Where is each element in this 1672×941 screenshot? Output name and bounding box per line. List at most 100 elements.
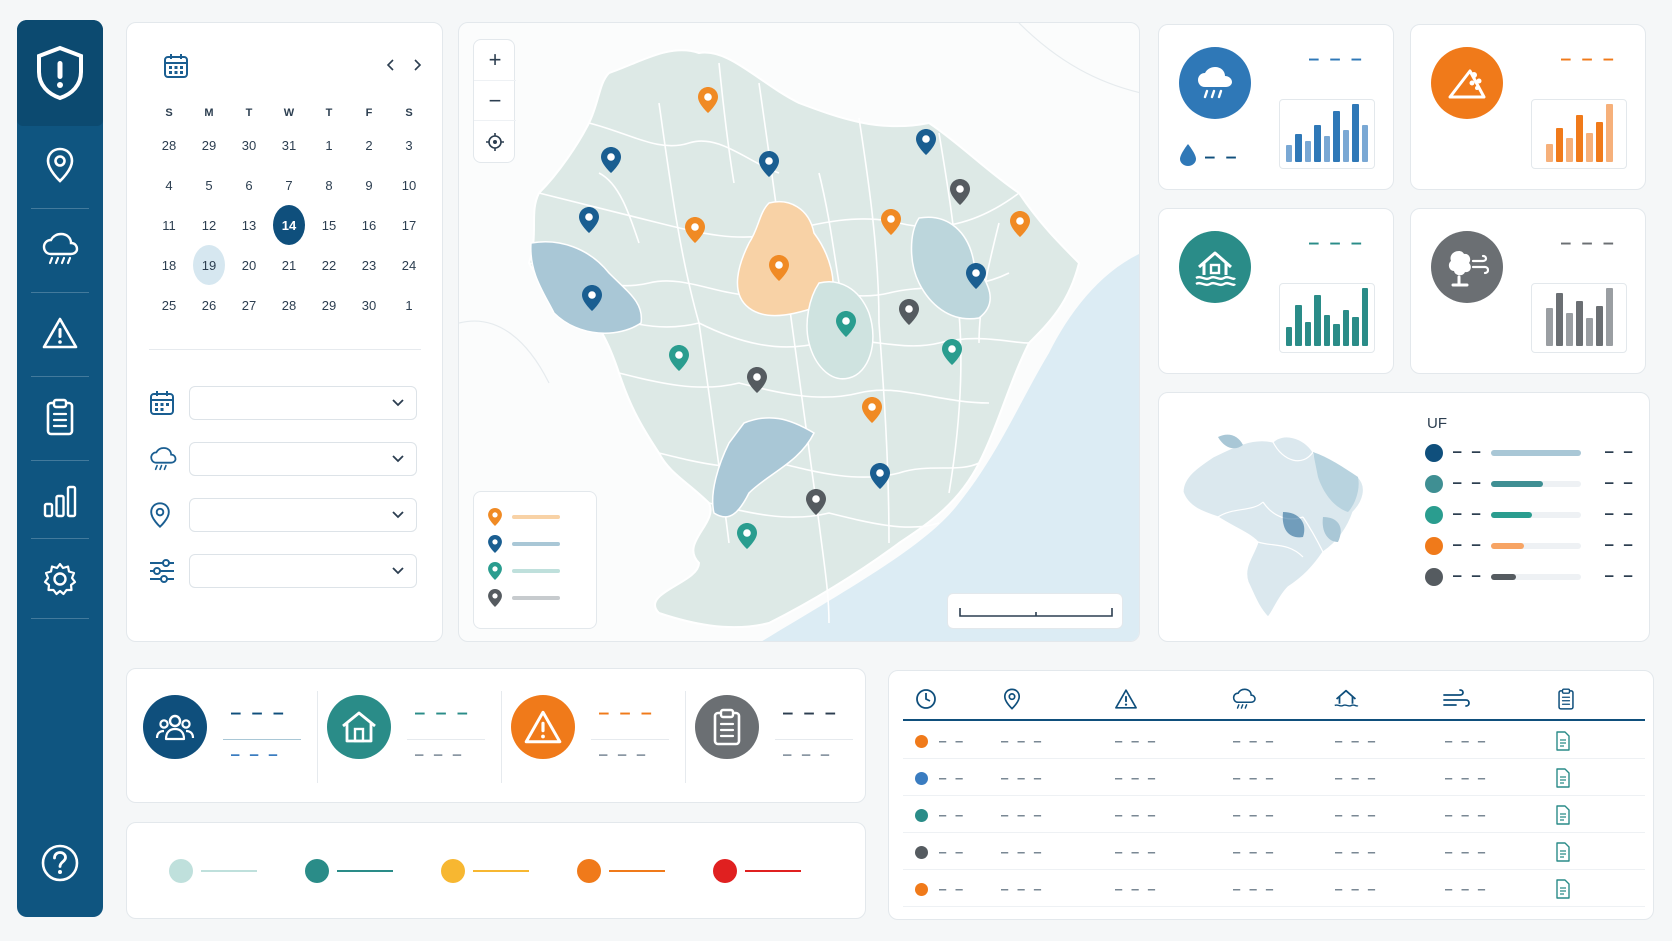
table-row[interactable]: – – – – – – – – – – – – – – – – –: [903, 871, 1645, 907]
calendar-day[interactable]: 11: [149, 205, 189, 245]
map-marker-pin[interactable]: [916, 129, 936, 155]
map-marker-pin[interactable]: [685, 217, 705, 243]
calendar-day[interactable]: 17: [389, 205, 429, 245]
calendar-day[interactable]: 7: [269, 165, 309, 205]
calendar-day[interactable]: 1: [389, 285, 429, 325]
zoom-in-button[interactable]: +: [488, 47, 502, 72]
alert-level-item[interactable]: [441, 859, 561, 883]
wind-icon[interactable]: [1441, 685, 1471, 713]
document-icon[interactable]: [1555, 805, 1571, 830]
hazard-card[interactable]: – – –: [1410, 208, 1646, 374]
warning-icon[interactable]: [1111, 685, 1141, 713]
location-pin-icon[interactable]: [997, 685, 1027, 713]
calendar-day[interactable]: 21: [269, 245, 309, 285]
calendar-day[interactable]: 29: [309, 285, 349, 325]
calendar-day[interactable]: 27: [229, 285, 269, 325]
calendar-day[interactable]: 25: [149, 285, 189, 325]
calendar-day[interactable]: 30: [229, 125, 269, 165]
document-icon[interactable]: [1555, 879, 1571, 904]
hazard-card[interactable]: – – – – –: [1158, 24, 1394, 190]
calendar-day[interactable]: 1: [309, 125, 349, 165]
uf-row[interactable]: – – – –: [1425, 472, 1635, 496]
map-marker-pin[interactable]: [966, 263, 986, 289]
calendar-day[interactable]: 24: [389, 245, 429, 285]
sidebar-item-settings[interactable]: [31, 550, 89, 608]
calendar-day[interactable]: 9: [349, 165, 389, 205]
zoom-out-button[interactable]: −: [474, 80, 516, 120]
calendar-day[interactable]: 6: [229, 165, 269, 205]
location-select[interactable]: [189, 498, 417, 532]
sidebar-item-stats[interactable]: [31, 472, 89, 530]
map-marker-pin[interactable]: [769, 255, 789, 281]
document-icon[interactable]: [1555, 768, 1571, 793]
map-marker-pin[interactable]: [601, 147, 621, 173]
calendar-day[interactable]: 14: [269, 205, 309, 245]
map-marker-pin[interactable]: [759, 151, 779, 177]
alert-level-item[interactable]: [713, 859, 833, 883]
cloud-rain-icon[interactable]: [1229, 685, 1259, 713]
calendar-day[interactable]: 15: [309, 205, 349, 245]
calendar-day[interactable]: 18: [149, 245, 189, 285]
map-marker-pin[interactable]: [950, 179, 970, 205]
clock-icon[interactable]: [911, 685, 941, 713]
sidebar-item-weather[interactable]: [31, 220, 89, 278]
calendar-day[interactable]: 13: [229, 205, 269, 245]
hazard-card[interactable]: – – –: [1410, 24, 1646, 190]
calendar-day[interactable]: 31: [269, 125, 309, 165]
map-marker-pin[interactable]: [881, 209, 901, 235]
shield-logo[interactable]: [17, 20, 103, 126]
uf-row[interactable]: – – – –: [1425, 565, 1635, 589]
calendar-day[interactable]: 28: [269, 285, 309, 325]
document-icon[interactable]: [1555, 842, 1571, 867]
prev-month-button[interactable]: [381, 53, 401, 77]
calendar-day[interactable]: 23: [349, 245, 389, 285]
table-row[interactable]: – – – – – – – – – – – – – – – – –: [903, 723, 1645, 759]
flood-house-icon[interactable]: [1331, 685, 1361, 713]
calendar-day[interactable]: 10: [389, 165, 429, 205]
sidebar-item-alerts[interactable]: [31, 304, 89, 362]
map-marker-pin[interactable]: [582, 285, 602, 311]
calendar-day[interactable]: 8: [309, 165, 349, 205]
region-map[interactable]: [459, 23, 1140, 642]
uf-row[interactable]: – – – –: [1425, 503, 1635, 527]
calendar-day[interactable]: 16: [349, 205, 389, 245]
table-row[interactable]: – – – – – – – – – – – – – – – – –: [903, 797, 1645, 833]
calendar-day[interactable]: 2: [349, 125, 389, 165]
document-icon[interactable]: [1555, 731, 1571, 756]
calendar-day[interactable]: 30: [349, 285, 389, 325]
calendar-day[interactable]: 20: [229, 245, 269, 285]
table-row[interactable]: – – – – – – – – – – – – – – – – –: [903, 834, 1645, 870]
weather-select[interactable]: [189, 442, 417, 476]
calendar-day[interactable]: 12: [189, 205, 229, 245]
map-marker-pin[interactable]: [836, 311, 856, 337]
map-marker-pin[interactable]: [579, 207, 599, 233]
calendar-day[interactable]: 3: [389, 125, 429, 165]
clipboard-icon[interactable]: [1551, 685, 1581, 713]
uf-row[interactable]: – – – –: [1425, 534, 1635, 558]
map-marker-pin[interactable]: [737, 523, 757, 549]
calendar-day[interactable]: 28: [149, 125, 189, 165]
map-marker-pin[interactable]: [862, 397, 882, 423]
date-select[interactable]: [189, 386, 417, 420]
map-marker-pin[interactable]: [1010, 211, 1030, 237]
map-marker-pin[interactable]: [669, 345, 689, 371]
map-marker-pin[interactable]: [747, 367, 767, 393]
alert-level-item[interactable]: [169, 859, 289, 883]
calendar-day[interactable]: 19: [189, 245, 229, 285]
uf-row[interactable]: – – – –: [1425, 441, 1635, 465]
help-button[interactable]: [31, 834, 89, 892]
sidebar-item-reports[interactable]: [31, 388, 89, 446]
hazard-card[interactable]: – – –: [1158, 208, 1394, 374]
alert-level-item[interactable]: [305, 859, 425, 883]
calendar-day[interactable]: 5: [189, 165, 229, 205]
map-marker-pin[interactable]: [870, 463, 890, 489]
advanced-select[interactable]: [189, 554, 417, 588]
map-marker-pin[interactable]: [806, 489, 826, 515]
table-row[interactable]: – – – – – – – – – – – – – – – – –: [903, 760, 1645, 796]
map-marker-pin[interactable]: [899, 299, 919, 325]
calendar-day[interactable]: 29: [189, 125, 229, 165]
locate-button[interactable]: [474, 120, 516, 162]
calendar-day[interactable]: 22: [309, 245, 349, 285]
calendar-day[interactable]: 4: [149, 165, 189, 205]
map-marker-pin[interactable]: [698, 87, 718, 113]
